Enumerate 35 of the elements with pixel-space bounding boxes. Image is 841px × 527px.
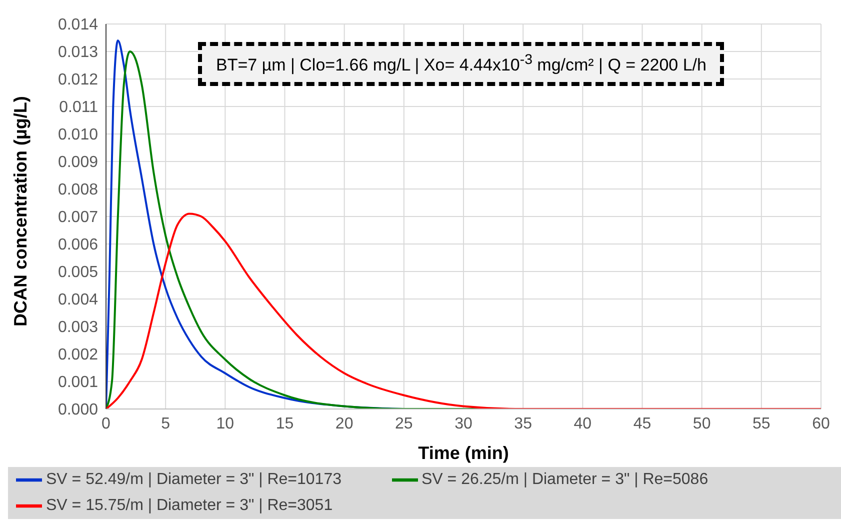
x-tick-label: 30 [454, 415, 472, 432]
line-series [106, 212, 821, 409]
x-tick-label: 20 [335, 415, 354, 432]
legend-label: SV = 26.25/m | Diameter = 3" | Re=5086 [422, 471, 708, 488]
note-box: BT=7 µm | Clo=1.66 mg/L | Xo= 4.44x10$^{-3}$ mg/cm² | Q = 2200 L/h [198, 42, 724, 86]
legend-label: SV = 52.49/m | Diameter = 3" | Re=10173 [46, 471, 342, 488]
x-tick-label: 10 [216, 415, 234, 432]
y-tick-label: 0.000 [58, 402, 98, 419]
y-tick-label: 0.013 [58, 44, 98, 62]
x-tick-label: 25 [395, 415, 413, 432]
y-axis-title: DCAN concentration (µg/L) [10, 96, 30, 326]
x-tick-label: 55 [752, 415, 770, 432]
y-tick-label: 0.003 [58, 319, 98, 336]
x-tick-label: 60 [812, 415, 830, 432]
y-tick-label: 0.004 [58, 292, 98, 309]
x-tick-label: 40 [574, 415, 592, 432]
y-tick-label: 0.007 [58, 209, 98, 226]
y-tick-label: 0.011 [59, 99, 98, 116]
y-tick-label: 0.008 [58, 182, 98, 199]
y-tick-label: 0.009 [58, 154, 98, 172]
y-tick-label: 0.002 [58, 346, 98, 364]
y-tick-label: 0.012 [58, 72, 98, 89]
y-tick-label: 0.006 [58, 236, 98, 254]
x-tick-label: 15 [276, 415, 294, 432]
x-tick-label: 35 [514, 415, 532, 432]
x-tick-label: 0 [102, 415, 111, 432]
y-tick-label: 0.014 [58, 16, 98, 34]
y-tick-label: 0.010 [58, 126, 98, 144]
legend-label: SV = 15.75/m | Diameter = 3" | Re=3051 [46, 497, 333, 514]
x-tick-label: 5 [161, 415, 170, 432]
y-tick-label: 0.005 [58, 264, 98, 282]
x-axis-title: Time (min) [418, 443, 509, 463]
x-tick-label: 50 [692, 415, 711, 432]
x-tick-label: 45 [633, 415, 652, 432]
y-tick-label: 0.001 [58, 374, 98, 392]
